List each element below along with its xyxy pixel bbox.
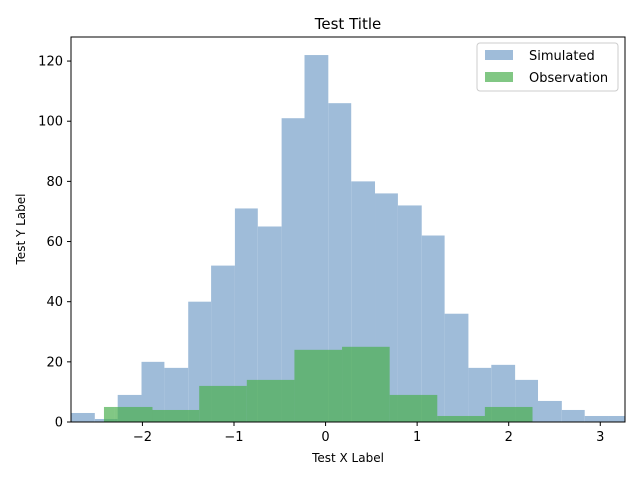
y-tick-label: 20 — [46, 355, 63, 370]
simulated-bar-11 — [328, 103, 352, 422]
plot-area — [71, 55, 625, 422]
y-tick-label: 80 — [46, 175, 63, 190]
observation-bar-2 — [152, 409, 200, 422]
y-tick-label: 120 — [38, 55, 63, 70]
simulated-bar-7 — [234, 208, 258, 422]
simulated-bar-10 — [304, 55, 329, 422]
simulated-bar-21 — [561, 409, 585, 422]
chart-title: Test Title — [314, 15, 381, 33]
legend-label-simulated: Simulated — [529, 49, 595, 64]
legend-swatch-simulated — [485, 50, 513, 60]
simulated-bar-16 — [444, 313, 469, 422]
simulated-bar-0 — [71, 412, 95, 422]
legend: Simulated Observation — [476, 42, 619, 92]
simulated-bar-14 — [397, 205, 422, 422]
simulated-bar-15 — [421, 235, 445, 422]
simulated-bar-4 — [164, 367, 189, 422]
simulated-bar-6 — [211, 265, 235, 422]
y-tick-label: 100 — [38, 115, 63, 130]
x-tick-label: 3 — [596, 430, 604, 445]
x-axis-ticks: −2 −1 0 1 2 3 — [133, 422, 604, 445]
simulated-bar-9 — [281, 118, 305, 422]
y-tick-label: 0 — [55, 416, 63, 431]
simulated-bar-23 — [608, 415, 625, 422]
y-tick-label: 40 — [46, 295, 63, 310]
observation-bar-9 — [484, 406, 533, 422]
observation-bar-7 — [389, 394, 438, 422]
x-axis-label: Test X Label — [311, 451, 384, 465]
observation-bar-5 — [294, 349, 343, 422]
observation-bar-0 — [103, 406, 115, 422]
observation-bar-8 — [437, 415, 485, 422]
y-tick-label: 60 — [46, 235, 63, 250]
x-tick-label: 2 — [505, 430, 513, 445]
legend-label-observation: Observation — [529, 71, 608, 86]
observation-bars — [103, 346, 533, 422]
observation-bar-1 — [114, 406, 153, 422]
simulated-bar-20 — [538, 400, 562, 422]
x-tick-label: 1 — [413, 430, 421, 445]
x-tick-label: −1 — [224, 430, 243, 445]
observation-bar-4 — [246, 379, 295, 422]
simulated-bar-8 — [257, 226, 282, 422]
simulated-bars — [71, 55, 625, 422]
x-tick-label: −2 — [133, 430, 152, 445]
simulated-bar-22 — [584, 415, 609, 422]
y-axis-ticks: 0 20 40 60 80 100 120 — [38, 55, 71, 431]
plot-frame — [70, 36, 626, 423]
y-axis-label: Test Y Label — [14, 194, 28, 266]
legend-swatch-observation — [485, 72, 513, 82]
x-tick-label: 0 — [321, 430, 329, 445]
observation-bar-3 — [199, 385, 247, 422]
observation-bar-6 — [342, 346, 390, 422]
